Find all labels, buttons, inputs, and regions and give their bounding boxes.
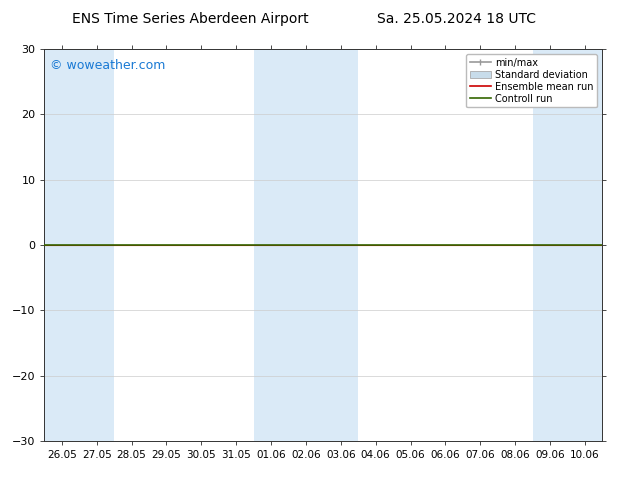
Bar	[254, 49, 358, 441]
Text: ENS Time Series Aberdeen Airport: ENS Time Series Aberdeen Airport	[72, 12, 309, 26]
Legend: min/max, Standard deviation, Ensemble mean run, Controll run: min/max, Standard deviation, Ensemble me…	[466, 54, 597, 107]
Bar	[533, 49, 602, 441]
Text: Sa. 25.05.2024 18 UTC: Sa. 25.05.2024 18 UTC	[377, 12, 536, 26]
Bar	[44, 49, 114, 441]
Text: © woweather.com: © woweather.com	[50, 59, 165, 72]
